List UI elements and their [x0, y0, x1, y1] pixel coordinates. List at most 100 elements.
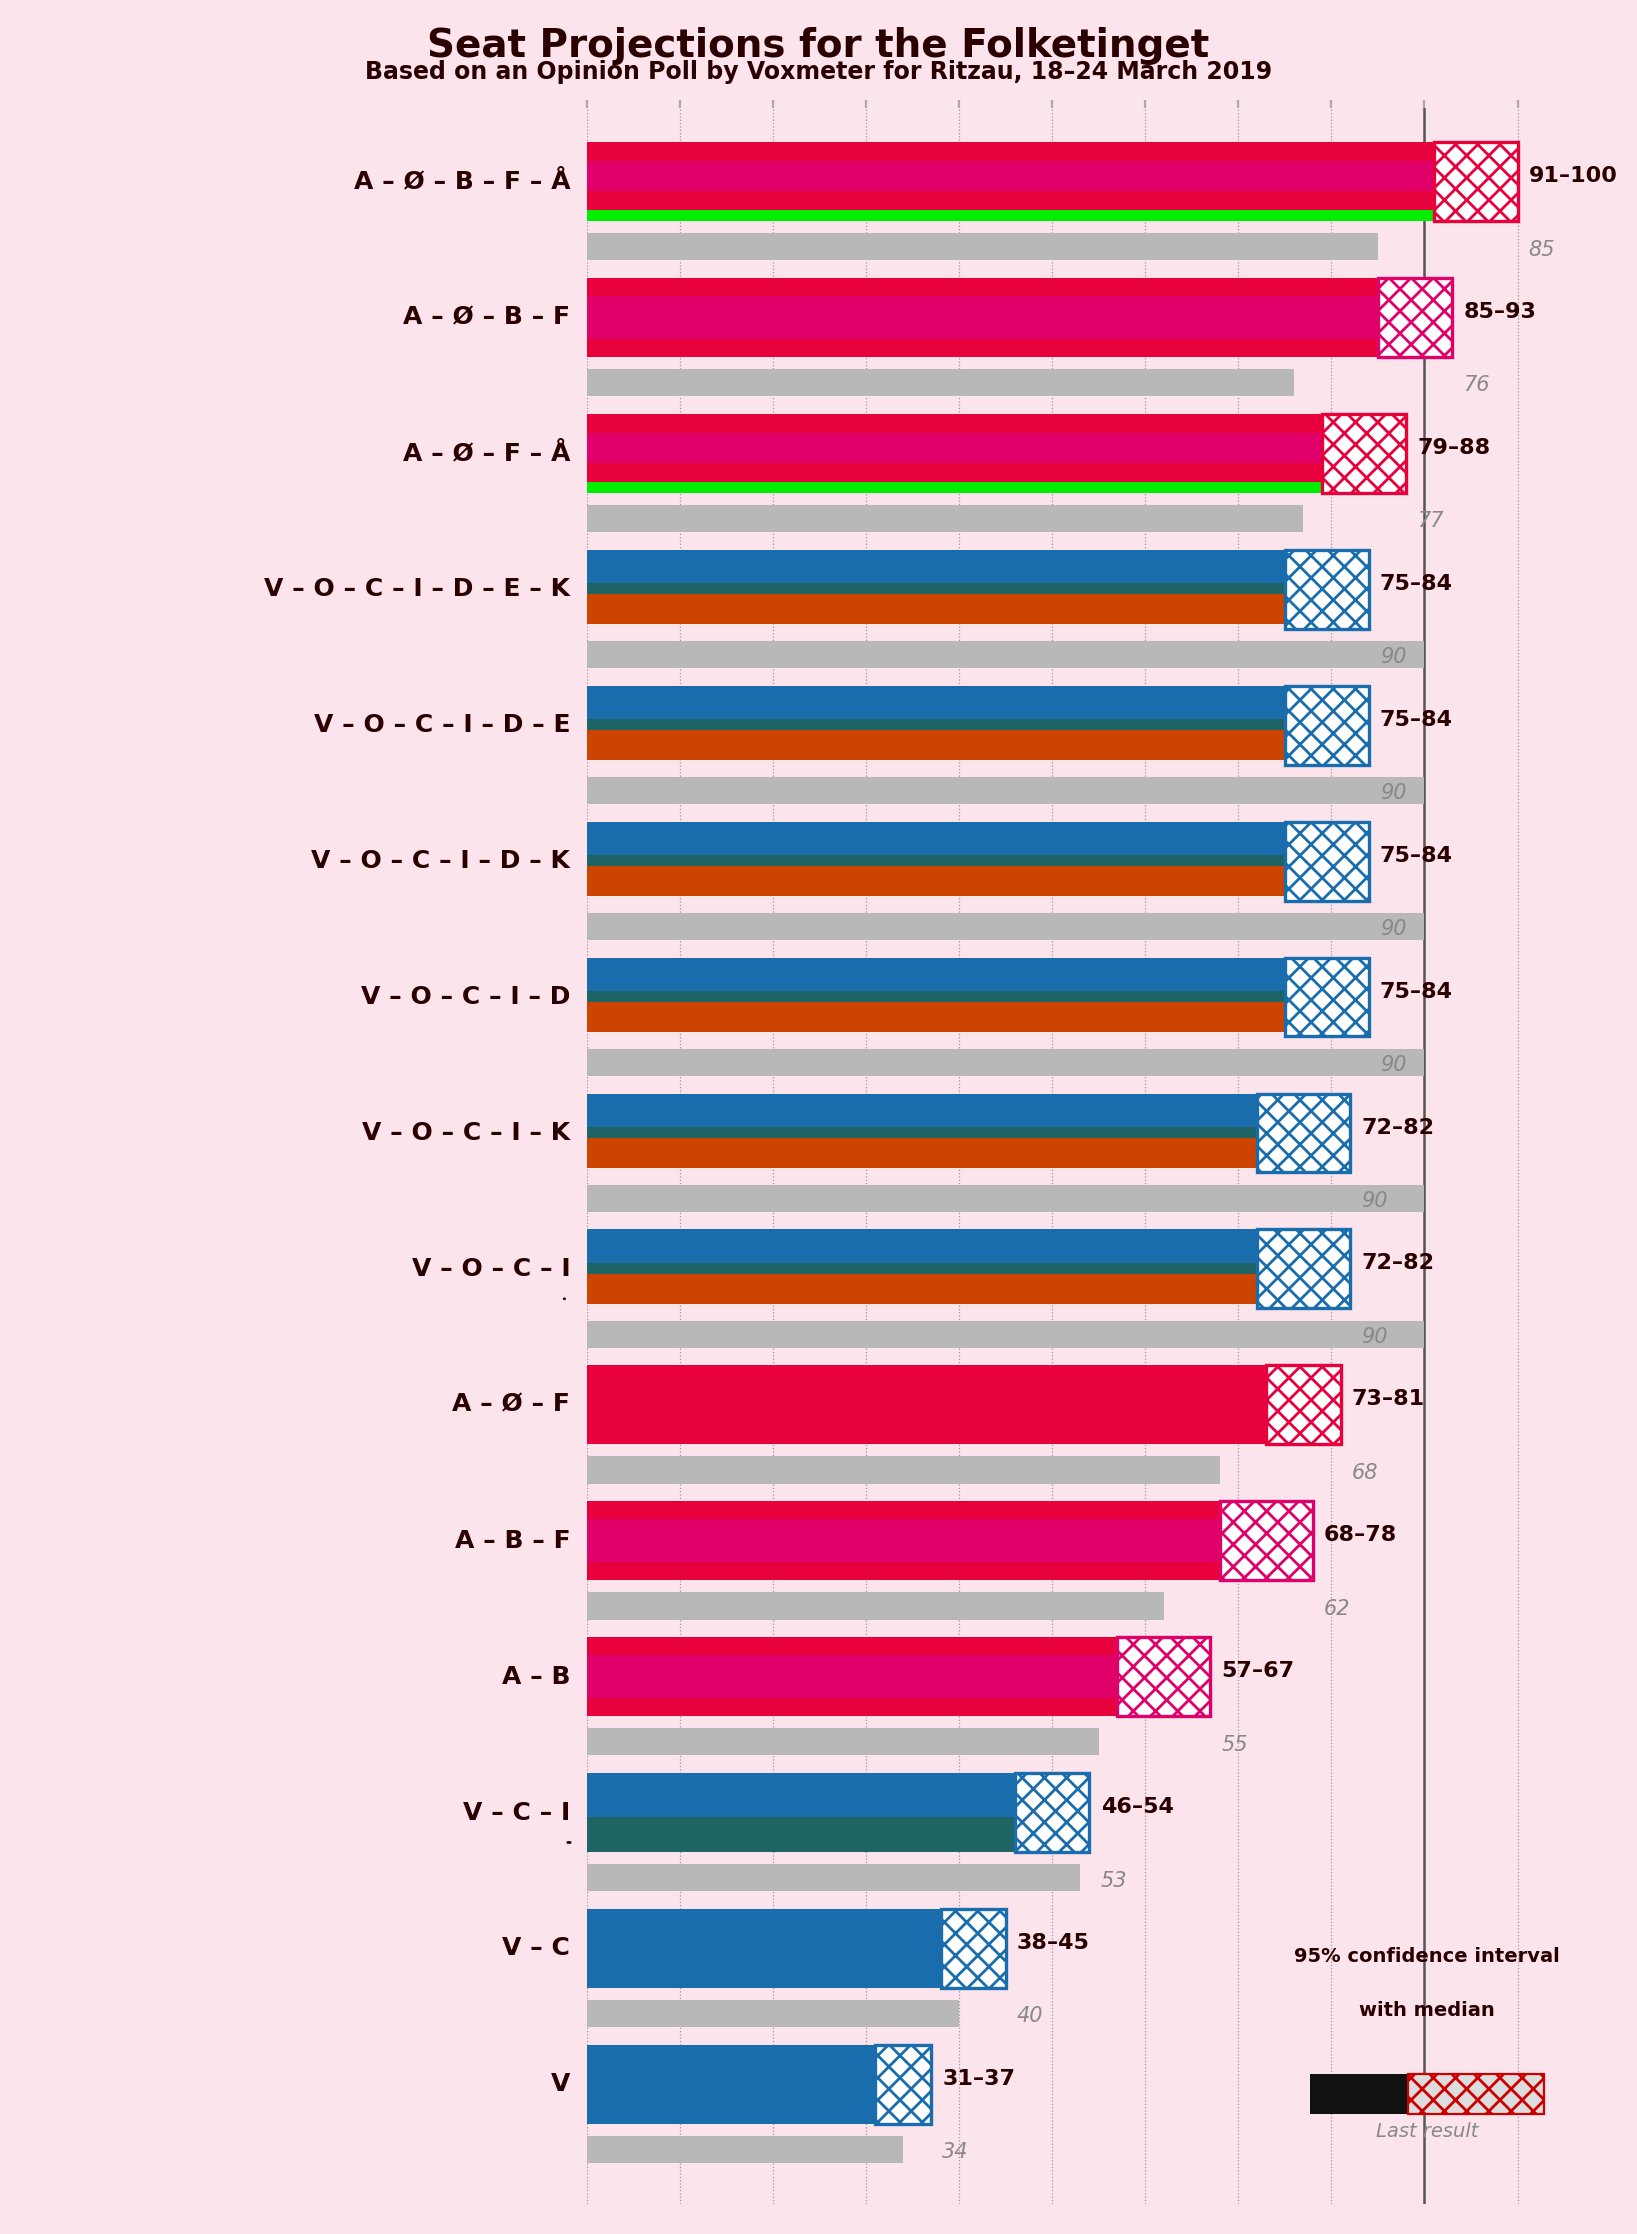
Bar — [588, 2044, 931, 2125]
Bar — [1257, 1229, 1351, 1309]
Bar — [1310, 2073, 1423, 2113]
Bar — [588, 369, 1295, 395]
Text: 62: 62 — [1324, 1600, 1351, 1620]
Text: 68–78: 68–78 — [1324, 1526, 1398, 1546]
Bar — [588, 617, 1369, 623]
Text: 85: 85 — [1529, 239, 1555, 259]
Bar — [588, 1146, 1351, 1164]
Bar — [588, 1095, 1351, 1146]
Text: 90: 90 — [1380, 918, 1406, 938]
Bar — [588, 1863, 1080, 1892]
Text: V – C: V – C — [503, 1937, 570, 1961]
Bar — [588, 719, 1369, 731]
Bar — [588, 873, 1369, 891]
Bar — [588, 1655, 1210, 1698]
Bar — [941, 1910, 1005, 1988]
Text: 90: 90 — [1380, 648, 1406, 668]
Text: 72–82: 72–82 — [1362, 1253, 1434, 1273]
Bar — [588, 1184, 1424, 1211]
Bar — [588, 1282, 1351, 1300]
Text: V – O – C – I – K: V – O – C – I – K — [362, 1121, 570, 1146]
Text: 31–37: 31–37 — [943, 2069, 1015, 2089]
Text: 90: 90 — [1380, 784, 1406, 804]
Bar — [588, 483, 1406, 494]
Text: 73–81: 73–81 — [1352, 1390, 1424, 1410]
Bar — [588, 887, 1369, 896]
Bar — [588, 1048, 1424, 1077]
Bar — [1257, 1095, 1351, 1173]
Bar — [588, 641, 1424, 668]
Bar — [1285, 550, 1369, 628]
Text: Seat Projections for the Folketinget: Seat Projections for the Folketinget — [427, 27, 1210, 65]
Bar — [588, 1262, 1351, 1273]
Bar — [588, 856, 1369, 867]
Text: A – Ø – F – Å: A – Ø – F – Å — [403, 442, 570, 465]
Text: 90: 90 — [1380, 1054, 1406, 1075]
Bar — [588, 1229, 1351, 1282]
Bar — [588, 277, 1452, 357]
Bar — [588, 751, 1369, 760]
Bar — [588, 958, 1369, 990]
Bar — [588, 1999, 959, 2026]
Bar — [588, 1137, 1351, 1162]
Text: Based on an Opinion Poll by Voxmeter for Ritzau, 18–24 March 2019: Based on an Opinion Poll by Voxmeter for… — [365, 60, 1272, 85]
Bar — [588, 433, 1406, 462]
Text: 72–82: 72–82 — [1362, 1117, 1434, 1137]
Bar — [588, 867, 1369, 889]
Text: V – O – C – I: V – O – C – I — [411, 1258, 570, 1280]
Bar — [588, 583, 1369, 594]
Bar — [1285, 958, 1369, 1037]
Text: 85–93: 85–93 — [1463, 302, 1537, 322]
Text: 34: 34 — [943, 2142, 969, 2163]
Text: 55: 55 — [1221, 1734, 1247, 1754]
Bar — [588, 1229, 1351, 1262]
Bar — [588, 413, 1406, 483]
Text: 75–84: 75–84 — [1380, 574, 1452, 594]
Bar — [588, 550, 1369, 603]
Text: A – Ø – F: A – Ø – F — [452, 1392, 570, 1416]
Bar — [588, 1729, 1098, 1756]
Text: 38–45: 38–45 — [1017, 1932, 1090, 1953]
Text: 75–84: 75–84 — [1380, 981, 1452, 1001]
Bar — [588, 550, 1369, 583]
Bar — [1118, 1638, 1210, 1716]
Bar — [588, 731, 1369, 753]
Text: 57–67: 57–67 — [1221, 1662, 1295, 1682]
Bar — [1267, 1365, 1341, 1443]
Bar — [588, 161, 1517, 192]
Text: 91–100: 91–100 — [1529, 165, 1617, 185]
Bar — [588, 1023, 1369, 1032]
Bar — [1434, 143, 1517, 221]
Bar — [1378, 277, 1452, 357]
Text: 77: 77 — [1418, 512, 1444, 532]
Text: A – Ø – B – F: A – Ø – B – F — [403, 306, 570, 328]
Text: with median: with median — [1359, 2002, 1495, 2020]
Text: A – B – F: A – B – F — [455, 1528, 570, 1553]
Text: 90: 90 — [1362, 1327, 1388, 1347]
Bar — [1285, 686, 1369, 764]
Bar — [1323, 413, 1406, 494]
Bar — [588, 1638, 1210, 1716]
Bar — [588, 1095, 1351, 1126]
Text: A – Ø – B – F – Å: A – Ø – B – F – Å — [354, 170, 570, 194]
Bar — [588, 822, 1369, 873]
Bar — [1408, 2073, 1544, 2113]
Bar — [588, 1365, 1341, 1443]
Text: Last result: Last result — [1377, 2122, 1478, 2142]
Bar — [588, 505, 1303, 532]
Text: V: V — [550, 2073, 570, 2095]
Bar — [588, 914, 1424, 941]
Bar — [588, 1126, 1351, 1137]
Bar — [588, 777, 1424, 804]
Text: 75–84: 75–84 — [1380, 847, 1452, 867]
Bar — [588, 1159, 1351, 1168]
Text: A – B: A – B — [501, 1664, 570, 1689]
Bar — [588, 232, 1378, 261]
Bar — [588, 686, 1369, 739]
Text: 95% confidence interval: 95% confidence interval — [1295, 1948, 1560, 1966]
Bar — [588, 1501, 1313, 1579]
Bar — [588, 210, 1517, 221]
Bar — [588, 1519, 1313, 1562]
Bar — [876, 2044, 931, 2125]
Text: 79–88: 79–88 — [1418, 438, 1490, 458]
